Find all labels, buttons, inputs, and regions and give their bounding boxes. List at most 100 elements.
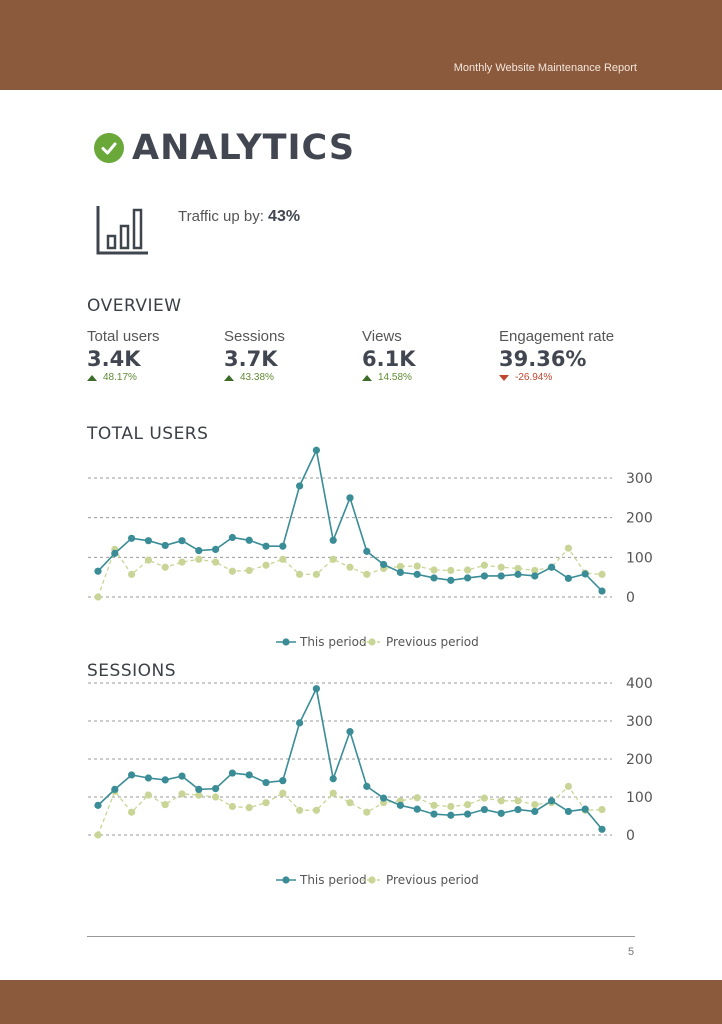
report-title: Monthly Website Maintenance Report <box>453 62 637 74</box>
data-point-previous-period <box>161 801 169 809</box>
data-point-previous-period <box>296 806 304 814</box>
legend-previous-period-marker <box>368 638 376 646</box>
data-point-previous-period <box>262 799 270 807</box>
y-tick-label: 0 <box>626 590 635 606</box>
data-point-this-period <box>396 568 404 577</box>
data-point-this-period <box>564 807 573 816</box>
data-point-previous-period <box>430 566 438 574</box>
metric-value: 6.1K <box>362 347 416 371</box>
data-point-this-period <box>480 572 488 580</box>
data-point-this-period <box>296 482 304 490</box>
traffic-summary: Traffic up by: 43% <box>178 208 300 226</box>
series-line-previous-period <box>97 547 603 598</box>
data-point-this-period <box>581 570 589 578</box>
data-point-previous-period <box>312 806 320 814</box>
sessions-chart: 0 100 200 300 400 This period Previous period <box>88 676 653 887</box>
data-point-previous-period <box>564 544 573 552</box>
data-point-this-period <box>312 685 320 693</box>
metric-change: 48.17% <box>87 372 217 383</box>
y-tick-label: 300 <box>626 471 653 487</box>
data-point-previous-period <box>346 563 354 571</box>
data-point-this-period <box>531 572 539 580</box>
data-point-this-period <box>363 547 371 555</box>
data-point-previous-period <box>413 794 421 802</box>
data-point-previous-period <box>144 791 152 799</box>
y-tick-label: 200 <box>626 511 653 527</box>
data-point-previous-period <box>144 556 152 564</box>
data-point-this-period <box>380 794 388 802</box>
data-point-this-period <box>245 771 253 779</box>
data-point-previous-period <box>228 567 236 575</box>
arrow-down-icon <box>499 374 509 381</box>
check-circle-icon <box>94 133 124 163</box>
data-point-this-period <box>111 549 119 557</box>
data-point-this-period <box>380 560 388 569</box>
overview-title: OVERVIEW <box>87 296 182 316</box>
legend-previous-period-label: Previous period <box>386 635 479 649</box>
data-point-this-period <box>312 446 320 454</box>
data-point-previous-period <box>245 566 253 575</box>
data-point-previous-period <box>464 801 472 809</box>
data-point-previous-period <box>228 802 236 811</box>
data-point-this-period <box>548 563 556 571</box>
metric-value: 3.4K <box>87 347 141 371</box>
data-point-this-period <box>195 546 203 555</box>
data-point-this-period <box>212 785 220 793</box>
data-point-this-period <box>128 771 136 779</box>
metric-engagement-rate: Engagement rate 39.36% -26.94% <box>499 328 639 383</box>
metric-total-users: Total users 3.4K 48.17% <box>87 328 217 383</box>
data-point-previous-period <box>564 782 573 790</box>
data-point-this-period <box>464 574 472 582</box>
data-point-this-period <box>447 811 455 819</box>
metric-views: Views 6.1K 14.58% <box>362 328 492 383</box>
metric-value: 39.36% <box>499 347 587 371</box>
data-point-previous-period <box>94 593 102 601</box>
data-point-previous-period <box>480 561 488 569</box>
y-tick-label: 300 <box>626 714 653 730</box>
data-point-this-period <box>413 570 421 578</box>
data-point-this-period <box>480 805 488 814</box>
data-point-previous-period <box>497 563 505 571</box>
arrow-up-icon <box>362 374 372 381</box>
data-point-this-period <box>144 537 152 545</box>
footer-divider <box>87 936 635 937</box>
data-point-this-period <box>245 536 253 544</box>
data-point-previous-period <box>279 555 287 563</box>
arrow-up-icon <box>87 374 97 381</box>
data-point-previous-period <box>346 799 354 807</box>
data-point-previous-period <box>413 562 421 570</box>
metric-change: 43.38% <box>224 372 354 383</box>
data-point-this-period <box>430 574 438 582</box>
metric-change: 14.58% <box>362 372 492 383</box>
metric-change-value: 48.17% <box>103 372 137 383</box>
chart-title-sessions: SESSIONS <box>87 661 177 681</box>
data-point-previous-period <box>497 797 505 805</box>
legend-this-period-label: This period <box>299 873 367 887</box>
data-point-previous-period <box>212 793 220 801</box>
data-point-this-period <box>178 772 186 780</box>
data-point-previous-period <box>531 566 539 575</box>
data-point-this-period <box>94 801 102 809</box>
metric-label: Total users <box>87 328 160 345</box>
data-point-this-period <box>94 567 102 575</box>
data-point-this-period <box>464 810 472 818</box>
data-point-this-period <box>144 774 152 782</box>
data-point-this-period <box>531 807 539 816</box>
metric-label: Engagement rate <box>499 328 615 345</box>
data-point-previous-period <box>396 562 404 571</box>
header-bar <box>0 0 722 90</box>
data-point-this-period <box>329 536 337 544</box>
data-point-this-period <box>262 778 270 787</box>
data-point-this-period <box>296 719 304 727</box>
data-point-this-period <box>430 810 438 818</box>
data-point-this-period <box>581 805 589 813</box>
y-tick-label: 400 <box>626 676 653 692</box>
data-point-previous-period <box>329 555 337 563</box>
legend-previous-period-marker <box>368 876 376 884</box>
data-point-this-period <box>212 545 220 553</box>
data-point-previous-period <box>464 566 472 574</box>
metric-label: Sessions <box>224 328 285 345</box>
data-point-previous-period <box>447 802 455 811</box>
data-point-this-period <box>548 797 556 805</box>
page-number: 5 <box>628 946 635 958</box>
